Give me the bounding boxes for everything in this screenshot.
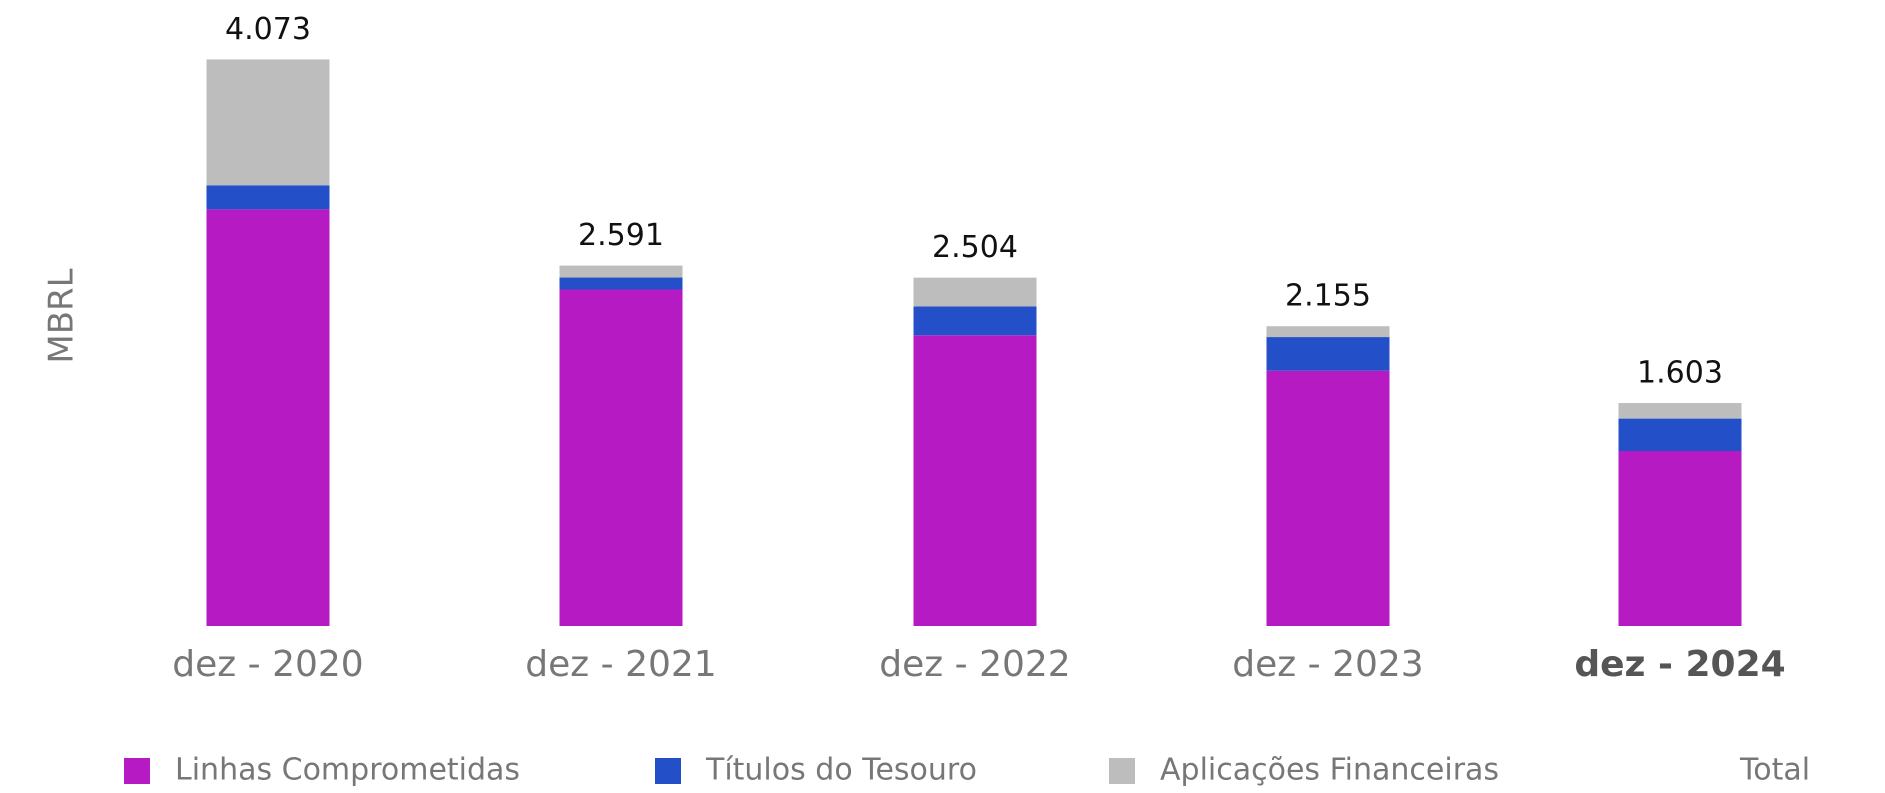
legend-label: Linhas Comprometidas [175,753,520,788]
bar-segment [913,335,1037,626]
bar-segment [1618,403,1742,419]
bar-segment [1618,418,1742,451]
bar-segment [913,277,1037,307]
legend-label: Total [1739,753,1810,788]
total-label: 2.591 [578,218,664,253]
x-tick-label: dez - 2024 [1574,644,1785,685]
total-label: 2.504 [932,230,1018,265]
x-tick-label: dez - 2023 [1232,644,1423,685]
total-label: 4.073 [225,12,311,47]
legend-label: Títulos do Tesouro [705,753,977,788]
bar-segment [1266,326,1390,338]
legend-label: Aplicações Financeiras [1160,753,1499,788]
legend-marker [1109,758,1135,784]
x-tick-label: dez - 2021 [525,644,716,685]
bar-segment [1618,450,1742,626]
total-label: 1.603 [1637,356,1723,391]
bar-segment [559,289,683,626]
x-tick-label: dez - 2020 [172,644,363,685]
bar-segment [1266,370,1390,626]
y-axis-label: MBRL [42,268,82,363]
x-tick-label: dez - 2022 [879,644,1070,685]
bar-segment [913,306,1037,336]
bar-segment [206,209,330,626]
legend-marker [655,758,681,784]
bar-segment [559,265,683,278]
bar-segment [206,59,330,186]
bar-segment [1266,337,1390,371]
bar-segment [206,185,330,210]
total-label: 2.155 [1285,279,1371,314]
legend-marker [124,758,150,784]
bar-segment [559,277,683,290]
